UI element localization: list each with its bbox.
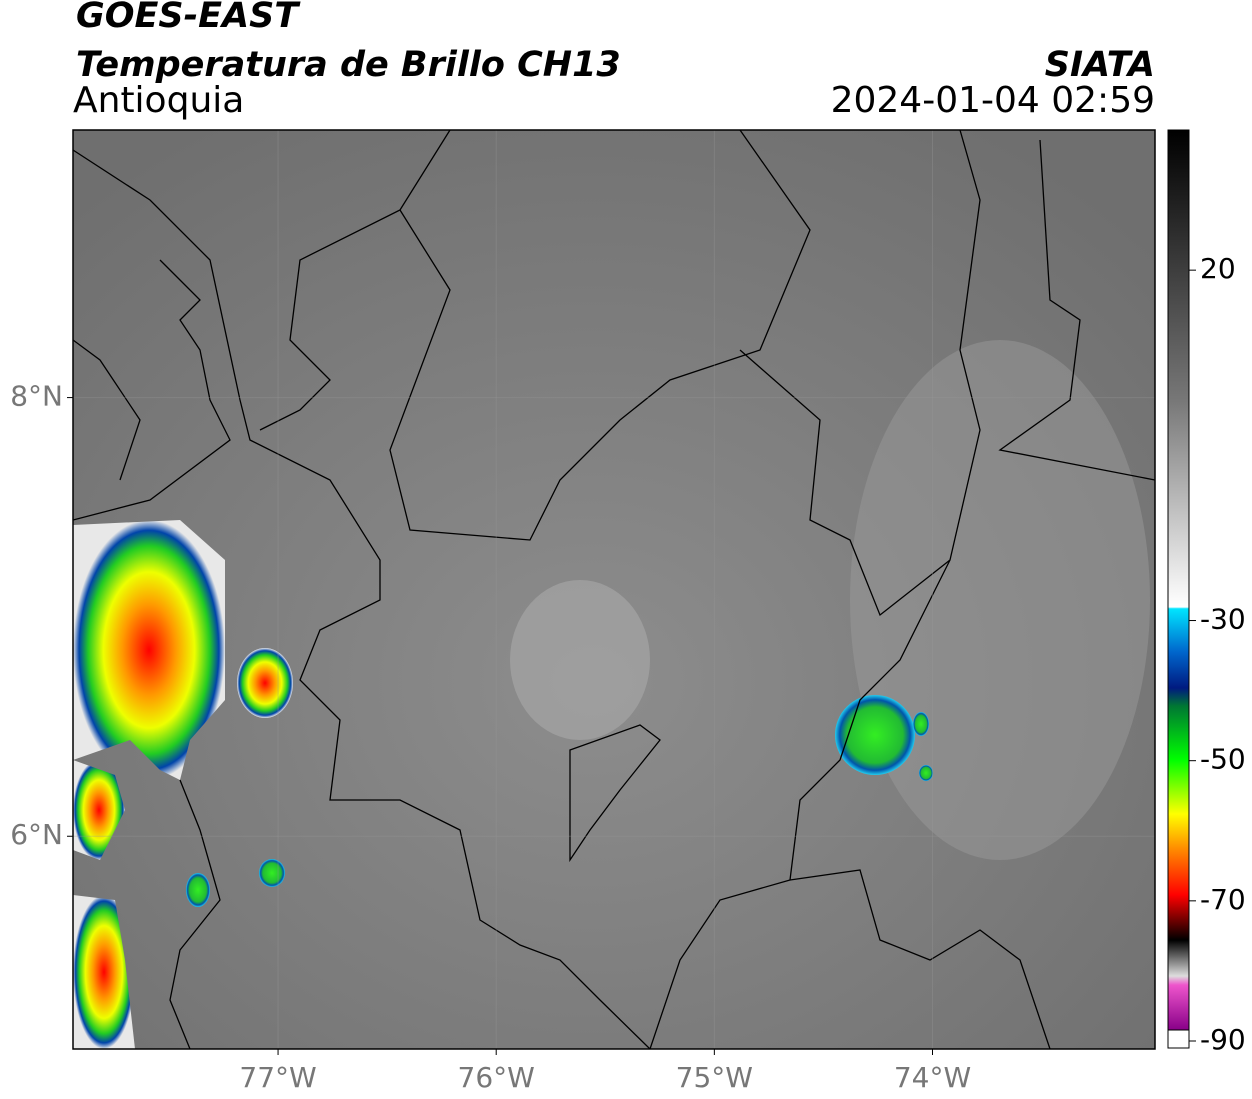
x-tick-label: 74°W	[894, 1061, 971, 1094]
colorbar-extend	[1167, 1029, 1190, 1049]
source: SIATA	[1045, 45, 1155, 85]
colorbar-tick-label: -30	[1200, 603, 1246, 636]
x-tick-label: 75°W	[676, 1061, 753, 1094]
region: Antioquia	[73, 80, 244, 121]
title: GOES-EAST	[76, 0, 301, 36]
subtitle: Temperatura de Brillo CH13	[76, 45, 621, 85]
colorbar	[1168, 130, 1189, 1030]
datetime: 2024-01-04 02:59	[831, 80, 1155, 121]
y-tick-label: 6°N	[10, 818, 63, 851]
x-tick-label: 76°W	[458, 1061, 535, 1094]
colorbar-tick-label: -70	[1200, 883, 1246, 916]
colorbar-tick-label: 20	[1200, 252, 1236, 285]
colorbar-frame	[1167, 129, 1190, 1049]
map-frame	[72, 129, 1156, 1050]
colorbar-tick-label: -50	[1200, 743, 1246, 776]
y-tick-label: 8°N	[10, 380, 63, 413]
grid	[73, 130, 1155, 1049]
x-tick-label: 77°W	[239, 1061, 316, 1094]
map-image	[73, 130, 1155, 1049]
colorbar-tick-label: -90	[1200, 1023, 1246, 1056]
